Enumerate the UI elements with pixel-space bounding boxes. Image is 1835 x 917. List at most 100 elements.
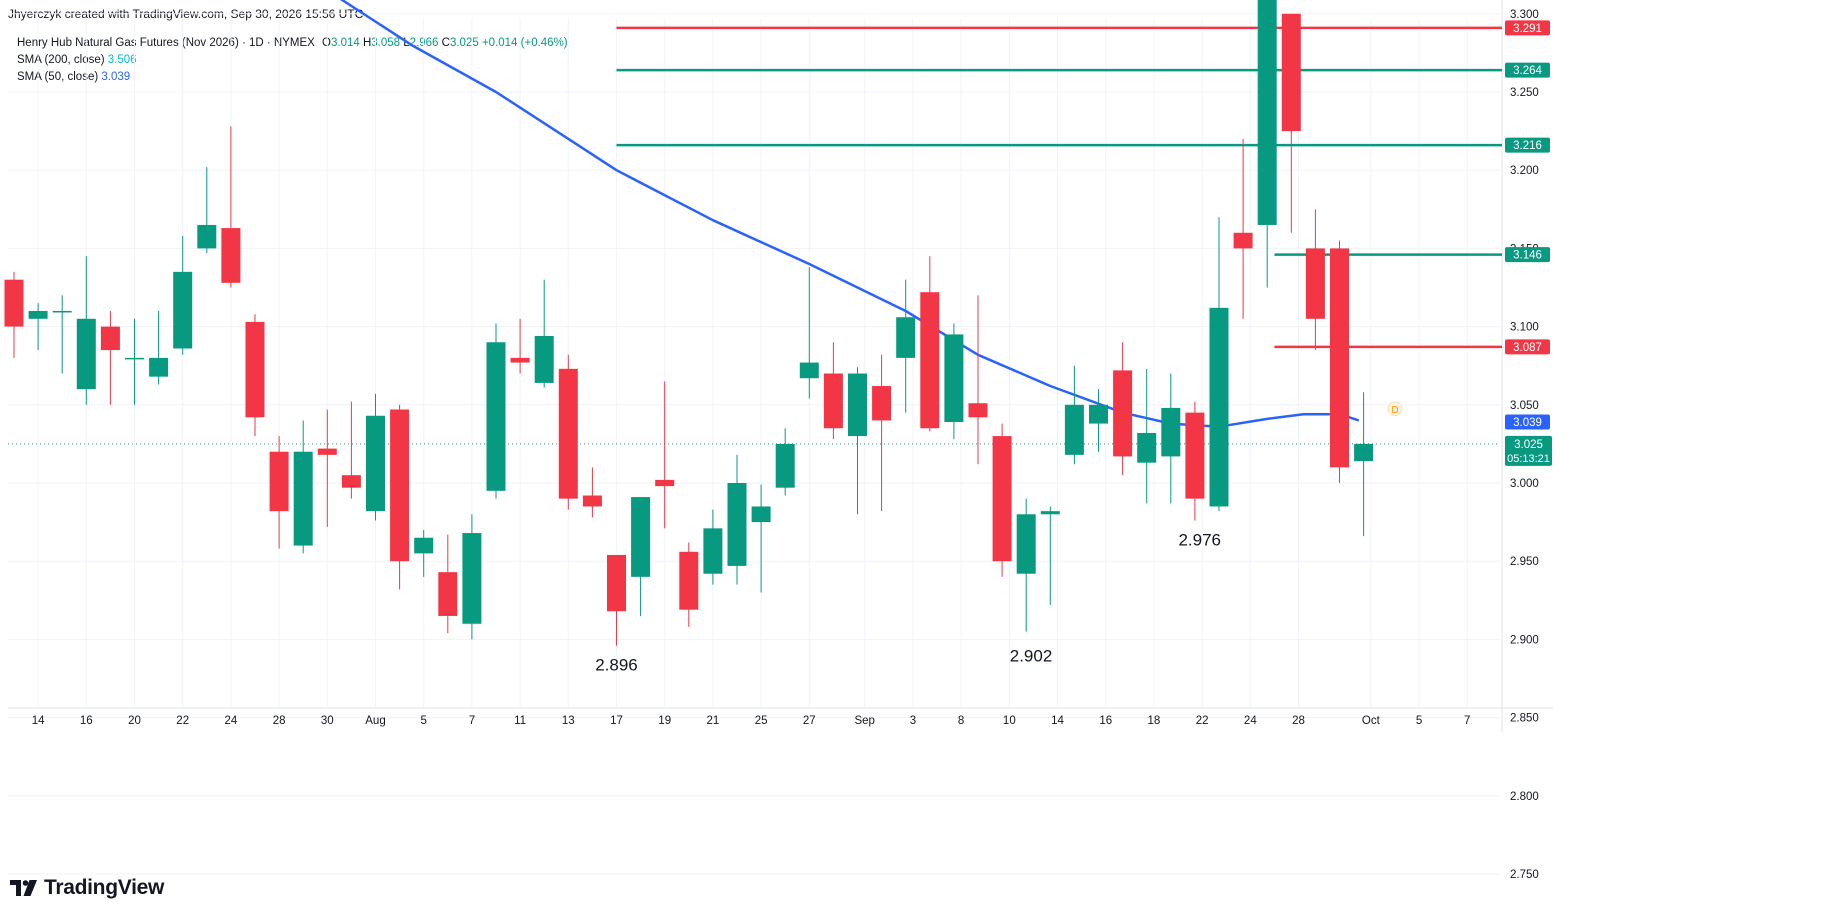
candle bbox=[366, 393, 385, 521]
candle-body bbox=[582, 495, 602, 507]
candle bbox=[28, 303, 48, 351]
price-tick-label: 2.950 bbox=[1510, 556, 1539, 568]
time-tick-label: 19 bbox=[658, 715, 671, 727]
candle-body bbox=[920, 292, 940, 429]
candle bbox=[1064, 365, 1084, 465]
candle-body bbox=[462, 533, 482, 624]
candle-body bbox=[486, 342, 506, 491]
candle bbox=[76, 256, 96, 405]
candle bbox=[221, 126, 241, 288]
candle bbox=[197, 167, 217, 254]
candle-body bbox=[1209, 307, 1229, 507]
candle-body bbox=[1064, 404, 1084, 455]
time-tick-label: 5 bbox=[1416, 715, 1422, 727]
candle bbox=[390, 404, 410, 590]
time-tick-label: 7 bbox=[1464, 715, 1470, 727]
legend-sma200-row[interactable]: SMA (200, close) 3.506 bbox=[17, 52, 568, 69]
price-axis[interactable]: 2.750 2.800 2.850 2.900 2.950 3.000 3.050 3.100… bbox=[1510, 0, 1539, 881]
candle-body bbox=[341, 475, 361, 488]
candle bbox=[1281, 13, 1301, 233]
candle bbox=[1233, 138, 1253, 319]
last-price-tag-label: 3.025 bbox=[1514, 439, 1543, 451]
dividend-marker bbox=[1387, 401, 1403, 417]
time-tick-label: 14 bbox=[32, 715, 45, 727]
bar-countdown-label: 05:13:21 bbox=[1507, 453, 1550, 465]
legend-high: 3.058 bbox=[371, 37, 401, 49]
legend-sma50-label: SMA (50, close) bbox=[17, 71, 99, 83]
candle bbox=[1209, 217, 1229, 512]
candle-body bbox=[631, 497, 651, 577]
price-annotation: 2.896 bbox=[595, 656, 638, 675]
candle bbox=[823, 342, 843, 440]
candle-body bbox=[799, 362, 819, 379]
time-tick-label: 14 bbox=[1051, 715, 1064, 727]
legend-sma50-value: 3.039 bbox=[101, 71, 131, 83]
candle bbox=[245, 314, 265, 437]
candle-body bbox=[679, 551, 699, 610]
legend-open: 3.014 bbox=[330, 37, 360, 49]
candle-body bbox=[28, 310, 48, 319]
candle bbox=[52, 295, 72, 374]
candle bbox=[293, 420, 313, 554]
candle bbox=[462, 514, 482, 640]
candle-body bbox=[510, 357, 530, 363]
time-tick-label: 17 bbox=[610, 715, 623, 727]
indicator-price-tag-label: 3.039 bbox=[1513, 417, 1542, 429]
time-tick-label: 7 bbox=[469, 715, 475, 727]
candle-body bbox=[1137, 432, 1157, 463]
candle-body bbox=[100, 326, 120, 351]
chart-grid bbox=[8, 0, 1553, 875]
time-tick-label: 21 bbox=[707, 715, 720, 727]
time-tick-label: Sep bbox=[854, 715, 874, 727]
time-tick-label: 27 bbox=[803, 715, 816, 727]
candle bbox=[1137, 368, 1157, 504]
time-tick-label: 22 bbox=[1196, 715, 1209, 727]
candle bbox=[799, 267, 819, 399]
candlesticks bbox=[4, 0, 1374, 646]
candle-body bbox=[1233, 232, 1253, 249]
time-tick-label: 20 bbox=[128, 715, 141, 727]
level-price-tag-bg bbox=[1505, 247, 1550, 263]
candle-body bbox=[390, 409, 410, 562]
candle-body bbox=[727, 483, 747, 566]
time-tick-label: 3 bbox=[910, 715, 916, 727]
candle bbox=[1305, 209, 1325, 351]
time-tick-label: Oct bbox=[1362, 715, 1381, 727]
indicator-price-tag-bg bbox=[1505, 414, 1550, 430]
candle-body bbox=[125, 357, 144, 360]
time-tick-label: 18 bbox=[1148, 715, 1161, 727]
price-tick-label: 3.100 bbox=[1510, 322, 1539, 334]
candle bbox=[848, 367, 867, 515]
time-tick-label: 25 bbox=[755, 715, 768, 727]
time-axis[interactable]: 14 16 20 22 24 28 30 Aug 5 7 11 13 17 19 21 25 27 Sep 3 8 10… bbox=[32, 715, 1471, 727]
candle-body bbox=[775, 443, 795, 488]
candle-body bbox=[245, 321, 265, 418]
candle-body bbox=[968, 403, 988, 418]
price-tags: 3.3503.2913.2643.2163.1463.0873.5063.039… bbox=[1505, 20, 1552, 466]
candle bbox=[1040, 506, 1060, 605]
candle-body bbox=[317, 448, 337, 455]
horizontal-levels bbox=[8, 26, 1502, 445]
candle-body bbox=[366, 415, 385, 512]
time-tick-label: 24 bbox=[1244, 715, 1257, 727]
candle bbox=[558, 354, 578, 510]
last-price-tag-bg bbox=[1505, 435, 1552, 466]
candle-body bbox=[52, 310, 72, 313]
candle-body bbox=[1113, 370, 1133, 457]
level-price-tag-label: 3.087 bbox=[1513, 342, 1542, 354]
legend-symbol[interactable]: Henry Hub Natural Gas Futures (Nov 2026)… bbox=[17, 37, 315, 49]
candle bbox=[1257, 0, 1277, 288]
price-tick-label: 2.800 bbox=[1510, 791, 1539, 803]
legend-sma50-row[interactable]: SMA (50, close) 3.039 bbox=[17, 69, 568, 86]
candle bbox=[1016, 498, 1036, 632]
tradingview-logo[interactable]: TradingView bbox=[10, 876, 164, 900]
moving-averages bbox=[339, 0, 1360, 428]
candle-body bbox=[655, 479, 675, 487]
candle-body bbox=[1330, 248, 1349, 468]
price-tick-label: 3.250 bbox=[1510, 87, 1539, 99]
level-price-tag-label: 3.216 bbox=[1513, 140, 1542, 152]
candle bbox=[968, 295, 988, 465]
time-tick-label: 11 bbox=[514, 715, 526, 727]
price-tick-label: 3.300 bbox=[1510, 9, 1539, 21]
